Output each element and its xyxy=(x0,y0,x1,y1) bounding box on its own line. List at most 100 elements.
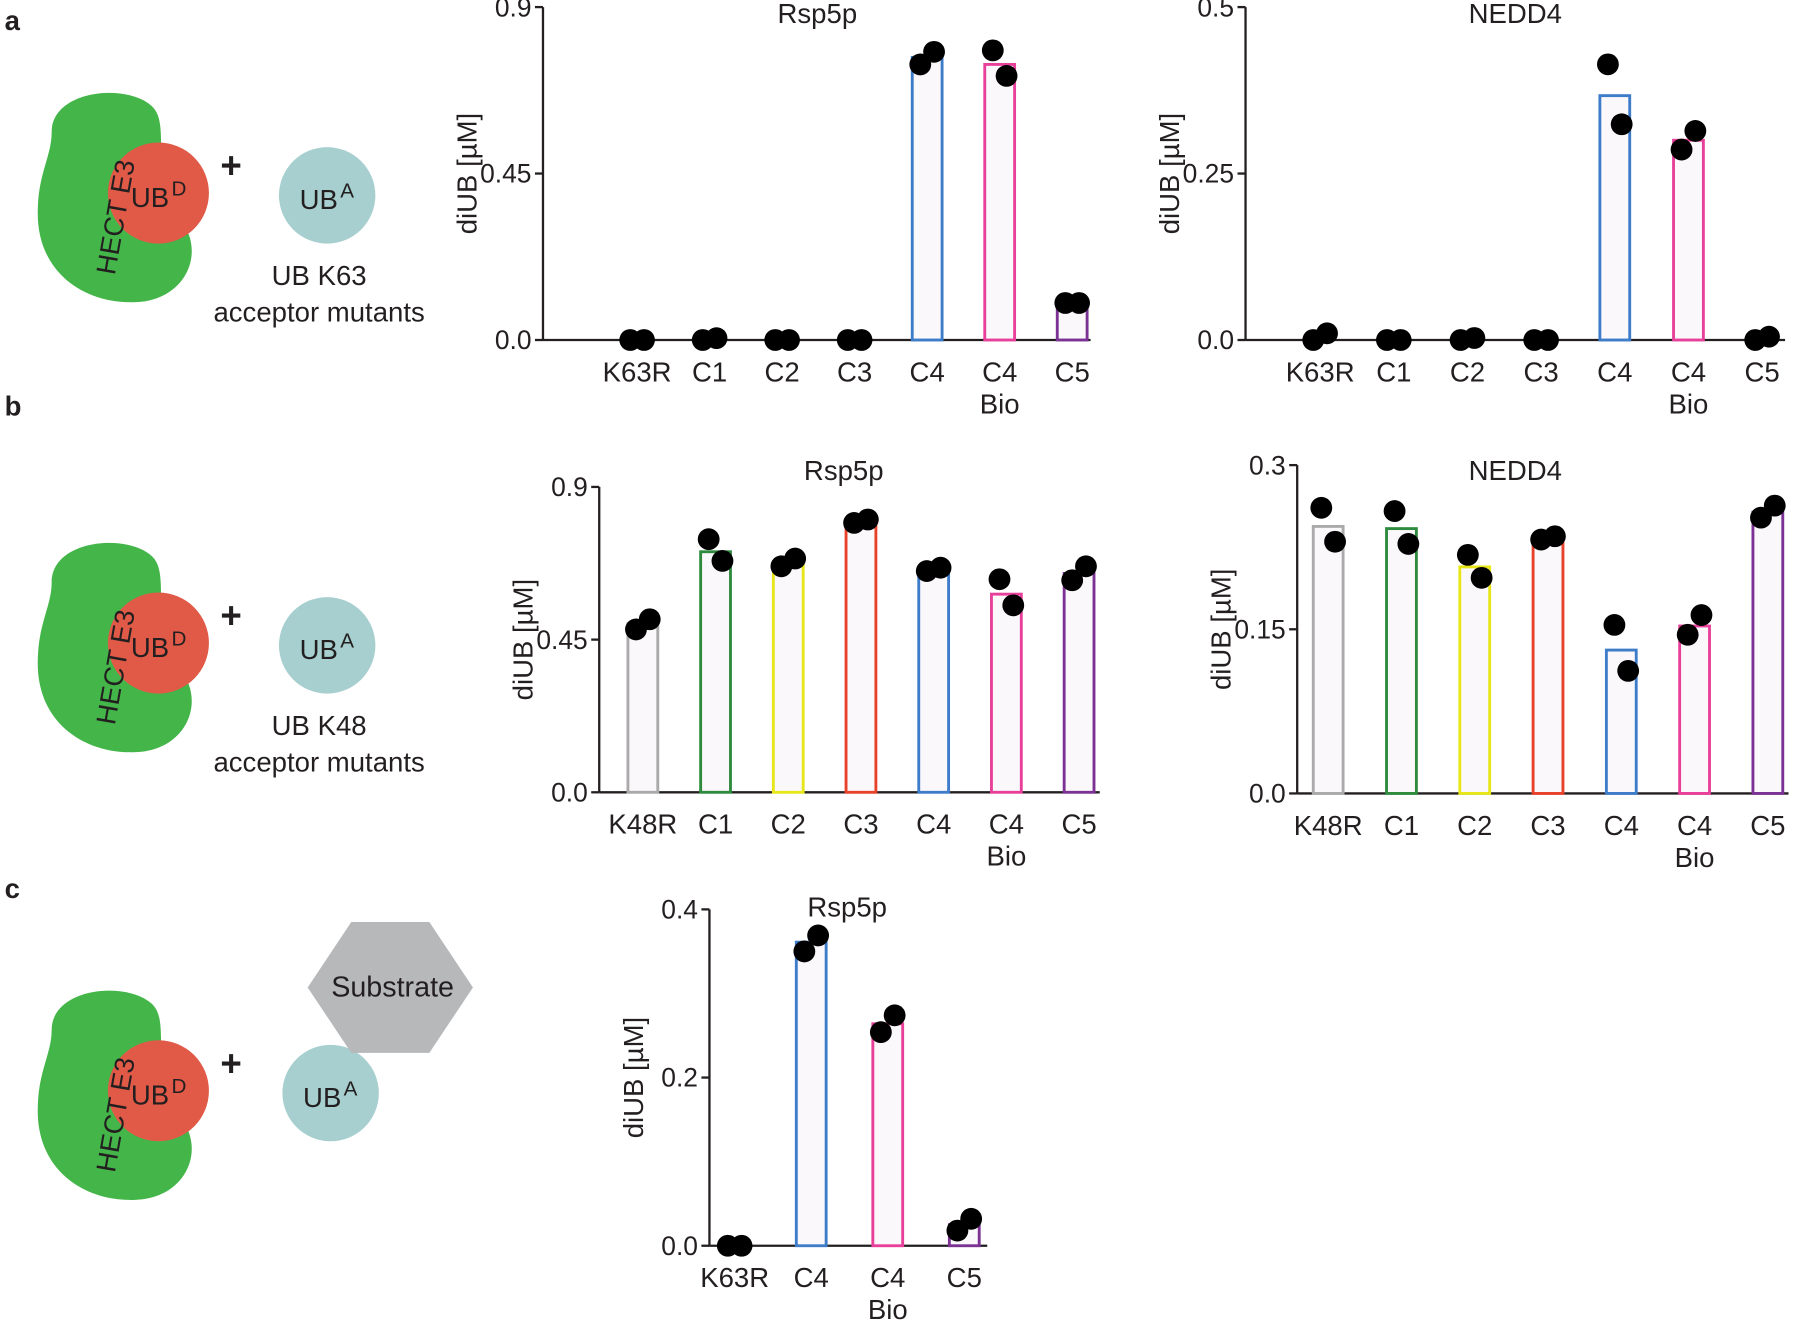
panel-label: a xyxy=(5,5,21,36)
replicate-dot xyxy=(1470,566,1493,589)
substrate-label: Substrate xyxy=(331,972,454,1004)
substrate-shape xyxy=(307,922,473,1053)
chart-title: Rsp5p xyxy=(804,455,884,486)
panel-label: c xyxy=(5,873,20,904)
bar xyxy=(844,519,878,794)
y-axis-label: diUB [µM] xyxy=(508,579,539,700)
x-tick-label: C1 xyxy=(1376,356,1411,387)
donor-text: UB xyxy=(131,1080,169,1111)
acceptor-label: UB A xyxy=(300,630,355,665)
replicate-dot xyxy=(850,329,873,351)
bar xyxy=(794,940,828,1248)
replicate-dot xyxy=(1383,500,1406,522)
replicate-dot xyxy=(1684,120,1707,142)
x-tick-label: C5 xyxy=(1745,356,1780,387)
x-tick-label: C5 xyxy=(947,1262,982,1293)
x-tick-label: C4 Bio xyxy=(986,809,1026,872)
x-tick-label: K48R xyxy=(1294,810,1363,841)
bar xyxy=(983,62,1017,342)
y-axis-label: diUB [µM] xyxy=(451,113,482,234)
ub-acceptor xyxy=(278,597,376,694)
plus: + xyxy=(220,145,241,186)
replicate-dot xyxy=(960,1207,983,1230)
x-tick-label: C4 xyxy=(916,809,951,840)
replicate-dot xyxy=(1676,623,1699,646)
x-tick-label: C5 xyxy=(1061,809,1096,840)
panel-label: b xyxy=(5,391,22,422)
chart-title: Rsp5p xyxy=(807,891,887,922)
bar xyxy=(917,567,951,794)
replicate-dot xyxy=(1456,543,1479,566)
bar xyxy=(1062,572,1096,794)
donor-sup: D xyxy=(171,627,186,650)
bar xyxy=(699,550,732,794)
x-tick-label: C2 xyxy=(1457,810,1492,841)
bar xyxy=(1458,565,1492,795)
replicate-dot xyxy=(793,940,816,963)
acceptor-sup: A xyxy=(340,630,354,653)
replicate-dot xyxy=(909,53,932,76)
replicate-dot xyxy=(1316,322,1338,345)
diagram-caption: acceptor mutants xyxy=(213,747,424,778)
replicate-dot xyxy=(697,528,720,551)
replicate-dot xyxy=(705,327,728,350)
replicate-dot xyxy=(1603,614,1626,636)
y-tick-label: 0.9 xyxy=(495,0,532,22)
x-tick-label: K63R xyxy=(700,1262,769,1293)
y-tick-label: 0.3 xyxy=(1249,450,1286,480)
donor-label: UB D xyxy=(131,177,186,212)
acceptor-text: UB xyxy=(300,634,338,665)
ub-donor xyxy=(107,142,209,244)
replicate-dot xyxy=(869,1021,892,1044)
replicate-dot xyxy=(1389,329,1412,351)
diagram-caption: UB K63 xyxy=(272,260,367,291)
x-tick-label: C2 xyxy=(765,356,800,387)
replicate-dot xyxy=(1310,496,1333,519)
x-tick-label: C4 xyxy=(1597,356,1632,387)
bar xyxy=(1598,94,1632,342)
bar xyxy=(1385,527,1418,795)
y-tick-label: 0.9 xyxy=(551,472,588,502)
x-tick-label: C3 xyxy=(843,809,878,840)
x-tick-label: C4 Bio xyxy=(868,1262,908,1324)
plus: + xyxy=(220,595,241,636)
chart-title: NEDD4 xyxy=(1469,455,1562,486)
x-tick-label: C1 xyxy=(692,356,727,387)
x-tick-label: C1 xyxy=(1384,810,1419,841)
replicate-dot xyxy=(1075,555,1097,578)
replicate-dot xyxy=(1763,494,1786,517)
donor-label: UB D xyxy=(131,627,186,662)
replicate-dot xyxy=(638,608,661,631)
replicate-dot xyxy=(981,39,1004,62)
replicate-dot xyxy=(784,547,807,570)
donor-text: UB xyxy=(131,632,169,663)
x-tick-label: C4 Bio xyxy=(980,356,1020,419)
plus: + xyxy=(220,1043,241,1084)
acceptor-text: UB xyxy=(303,1082,341,1113)
bar xyxy=(871,1022,905,1248)
bar xyxy=(626,622,660,794)
x-tick-label: K48R xyxy=(608,809,677,840)
x-tick-label: C4 xyxy=(910,356,945,387)
y-tick-label: 0.15 xyxy=(1234,614,1285,644)
y-tick-label: 0.0 xyxy=(551,777,588,807)
replicate-dot xyxy=(1463,327,1486,349)
x-tick-label: C3 xyxy=(837,356,872,387)
y-axis-label: diUB [µM] xyxy=(1154,113,1185,234)
ub-acceptor xyxy=(282,1044,379,1142)
x-tick-label: C3 xyxy=(1524,356,1559,387)
acceptor-sup: A xyxy=(340,180,354,203)
replicate-dot xyxy=(929,556,952,579)
replicate-dot xyxy=(1544,525,1566,548)
x-tick-label: C2 xyxy=(771,809,806,840)
donor-sup: D xyxy=(171,1075,186,1098)
x-tick-label: C5 xyxy=(1750,810,1785,841)
replicate-dot xyxy=(730,1234,753,1257)
replicate-dot xyxy=(1397,533,1420,555)
x-tick-label: C1 xyxy=(698,809,733,840)
replicate-dot xyxy=(1061,569,1084,592)
y-tick-label: 0.0 xyxy=(661,1231,698,1261)
y-tick-label: 0.0 xyxy=(495,325,532,355)
